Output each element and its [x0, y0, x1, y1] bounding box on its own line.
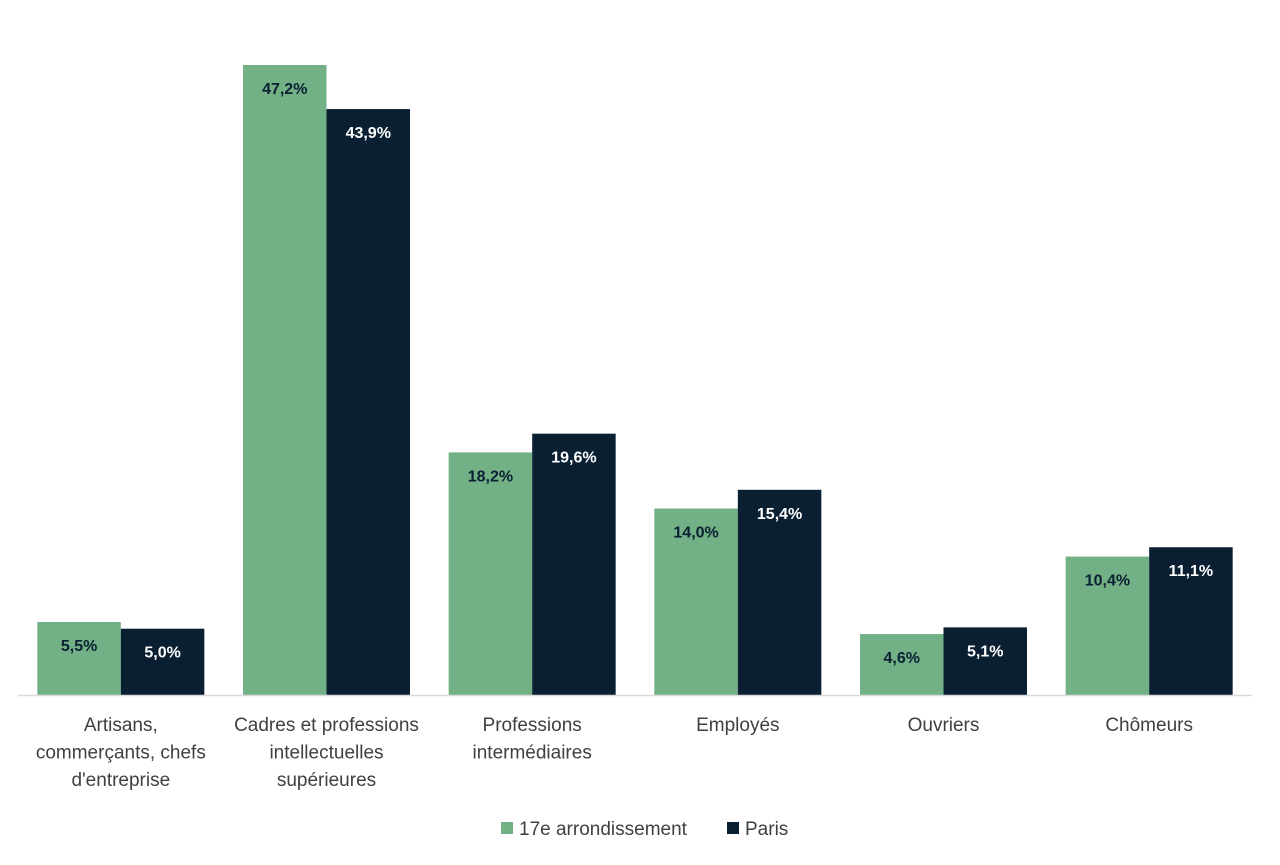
- category-labels-group: Artisans, commerçants, chefs d'entreprise C…: [36, 715, 1193, 791]
- data-labels-group: 5,5% 5,0% 47,2% 43,9% 18,2% 19,6% 14,0% 15,4% 4,…: [61, 81, 1213, 667]
- data-label-arrondissement-1: 47,2%: [262, 81, 307, 98]
- bar-paris-0: [120, 628, 205, 696]
- bar-arrondissement-0: [37, 622, 121, 696]
- data-label-paris-1: 43,9%: [346, 125, 391, 142]
- data-label-paris-2: 19,6%: [551, 450, 596, 467]
- data-label-arrondissement-0: 5,5%: [61, 638, 97, 655]
- bars-group: [37, 65, 1233, 696]
- data-label-paris-0: 5,0%: [144, 645, 180, 662]
- category-label-2: Professions intermédiaires: [473, 715, 592, 764]
- category-label-4: Ouvriers: [908, 715, 980, 736]
- category-label-line: Artisans,: [84, 715, 158, 736]
- bar-paris-2: [532, 433, 616, 696]
- bar-arrondissement-2: [448, 452, 533, 696]
- bar-paris-1: [326, 109, 410, 696]
- legend-label-arrondissement: 17e arrondissement: [519, 819, 688, 840]
- bar-arrondissement-1: [243, 65, 327, 696]
- category-label-5: Chômeurs: [1105, 715, 1193, 736]
- data-label-arrondissement-4: 4,6%: [884, 650, 920, 667]
- data-label-arrondissement-2: 18,2%: [468, 468, 513, 485]
- category-label-line: d'entreprise: [71, 770, 170, 791]
- legend: 17e arrondissement Paris: [501, 819, 788, 840]
- category-label-line: Chômeurs: [1105, 715, 1193, 736]
- legend-swatch-paris: [727, 822, 739, 834]
- category-label-3: Employés: [696, 715, 779, 736]
- data-label-paris-5: 11,1%: [1169, 563, 1213, 580]
- legend-label-paris: Paris: [745, 819, 788, 840]
- category-label-0: Artisans, commerçants, chefs d'entreprise: [36, 715, 206, 791]
- legend-swatch-arrondissement: [501, 822, 513, 834]
- category-label-1: Cadres et professions intellectuelles supé…: [234, 715, 419, 791]
- category-label-line: Ouvriers: [908, 715, 980, 736]
- data-label-arrondissement-3: 14,0%: [673, 524, 718, 541]
- bar-arrondissement-4: [860, 634, 944, 696]
- data-label-paris-3: 15,4%: [757, 506, 802, 523]
- category-label-line: commerçants, chefs: [36, 743, 206, 764]
- category-label-line: Professions: [483, 715, 582, 736]
- bar-paris-3: [737, 489, 822, 696]
- data-label-paris-4: 5,1%: [967, 643, 1003, 660]
- category-label-line: supérieures: [277, 770, 376, 791]
- category-label-line: intermédiaires: [473, 743, 592, 764]
- bar-paris-4: [943, 627, 1027, 696]
- bar-arrondissement-5: [1065, 556, 1150, 696]
- category-label-line: Employés: [696, 715, 779, 736]
- bar-arrondissement-3: [654, 508, 738, 696]
- category-label-line: intellectuelles: [269, 743, 383, 764]
- bar-paris-5: [1149, 547, 1233, 696]
- category-label-line: Cadres et professions: [234, 715, 419, 736]
- data-label-arrondissement-5: 10,4%: [1085, 573, 1130, 590]
